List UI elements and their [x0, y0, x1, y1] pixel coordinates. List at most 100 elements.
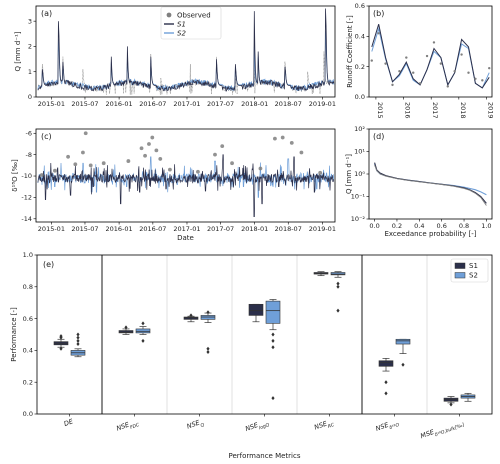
panel-label: (a) — [41, 9, 52, 18]
observed-point — [83, 131, 88, 136]
x-axis-label: Exceedance probability [-] — [384, 230, 476, 238]
observed-point — [220, 144, 225, 149]
legend-label-s1: S1 — [469, 262, 478, 270]
observed-point — [53, 168, 57, 173]
x-tick-label: 2015 — [376, 102, 384, 119]
x-tick-label: 0.8 — [459, 222, 469, 230]
observed-point — [66, 154, 70, 159]
x-tick-label: 2017-07 — [207, 225, 234, 233]
panel-d-frame — [368, 128, 493, 220]
box-flier — [189, 313, 193, 318]
x-tick-label-subscript: Q — [200, 421, 206, 428]
x-tick-label: 2018-01 — [241, 100, 268, 108]
x-tick-label: 2016-07 — [139, 225, 166, 233]
panel-label: (c) — [41, 132, 52, 141]
y-axis-label: Runoff Coefficient [-] — [346, 15, 354, 88]
x-tick-label: MSEδ¹⁸O,bulk[‰] — [419, 417, 465, 442]
observed-point — [81, 150, 85, 155]
x-tick-label: NSEδ¹⁸O — [375, 417, 401, 435]
observed-point — [299, 150, 304, 155]
observed-point — [101, 161, 106, 166]
series-line-s1 — [371, 24, 490, 89]
y-tick-label: 0.4 — [355, 33, 365, 41]
x-tick-label-subscript: δ¹⁸O,bulk[‰] — [434, 422, 465, 438]
observed-point — [425, 54, 429, 58]
legend-label-observed: Observed — [177, 12, 211, 20]
x-tick-label: 2019-01 — [309, 225, 336, 233]
x-tick-label: 2015-01 — [38, 225, 65, 233]
panel-label: (d) — [373, 132, 384, 141]
x-tick-label: 0.6 — [437, 222, 447, 230]
y-tick-label: 3 — [28, 17, 32, 25]
observed-point — [432, 41, 436, 44]
y-tick-label: 10⁰ — [354, 170, 365, 178]
panel-c-frame — [35, 128, 336, 223]
observed-point — [39, 173, 44, 177]
observed-point — [196, 169, 200, 174]
legend-box — [160, 6, 222, 40]
box-s1 — [378, 358, 394, 396]
x-tick-label: 2016 — [404, 102, 412, 119]
box-body — [265, 300, 281, 324]
observed-point — [158, 157, 163, 161]
x-tick-label: NSElogQ — [244, 417, 270, 435]
y-tick-label: -10 — [21, 172, 32, 180]
box-s1 — [183, 313, 199, 323]
y-tick-label: 0.0 — [355, 93, 365, 101]
x-tick-label: 2017 — [431, 102, 439, 119]
x-axis-label: Performance Metrics — [229, 452, 301, 460]
box-flier — [76, 332, 80, 337]
observed-point — [460, 53, 463, 56]
y-tick-label: 10² — [354, 125, 365, 133]
legend-label-s2: S2 — [469, 272, 478, 280]
y-tick-label: 10⁻¹ — [351, 193, 366, 201]
panel-a-frame — [35, 5, 336, 98]
series-line-observed — [37, 36, 335, 95]
y-tick-label: -6 — [26, 129, 32, 137]
box-flier — [271, 345, 275, 350]
observed-point — [418, 82, 422, 85]
observed-point — [398, 70, 401, 73]
x-tick-label-subscript: FDC — [129, 421, 141, 430]
legend-swatch-s2 — [454, 272, 466, 279]
x-tick-label: DE — [63, 417, 75, 428]
x-tick-label: 2016-01 — [106, 100, 133, 108]
observed-point — [126, 159, 131, 163]
x-tick-label: 0.2 — [392, 222, 402, 230]
box-flier — [76, 338, 80, 343]
panel-label: (e) — [43, 260, 54, 269]
box-s2 — [330, 271, 346, 313]
x-tick-label: 1.0 — [481, 222, 491, 230]
y-tick-label: 10⁻² — [351, 215, 366, 223]
x-tick-label: 2019 — [486, 102, 494, 119]
x-tick-label: NSEQ — [186, 417, 206, 433]
y-axis-label: Q [mm d⁻¹] — [345, 154, 353, 194]
panel-e-performance-boxplots: 0.0 0.2 0.4 0.6 0.8 1.0 DE NSEFDC NSEQ NSElogQ NSE… — [10, 251, 493, 460]
observed-point — [370, 59, 373, 62]
legend-label-s2: S2 — [177, 30, 186, 38]
box-flier — [141, 321, 145, 326]
box-flier — [206, 346, 210, 351]
box-body — [395, 338, 411, 345]
observed-point — [384, 62, 387, 65]
observed-point — [139, 146, 144, 151]
x-tick-label: 2015-07 — [71, 225, 98, 233]
x-tick-label-main: MSE — [419, 428, 436, 441]
series-line-observed — [374, 164, 487, 206]
box-s2 — [265, 299, 281, 401]
observed-point — [318, 170, 323, 175]
x-tick-label-subscript: RC — [327, 421, 336, 429]
panel-label: (b) — [373, 9, 384, 18]
observed-point — [488, 66, 491, 70]
box-flier — [336, 281, 340, 286]
observed-point — [467, 71, 470, 74]
box-s2 — [70, 332, 86, 358]
observed-point — [88, 163, 93, 168]
x-tick-label: 2018-01 — [241, 225, 268, 233]
x-tick-label: 2016-01 — [106, 225, 133, 233]
box-s1 — [53, 334, 69, 351]
box-body — [248, 303, 264, 316]
y-tick-label: 1.0 — [23, 251, 33, 259]
observed-point — [446, 85, 449, 88]
box-flier — [59, 346, 63, 351]
